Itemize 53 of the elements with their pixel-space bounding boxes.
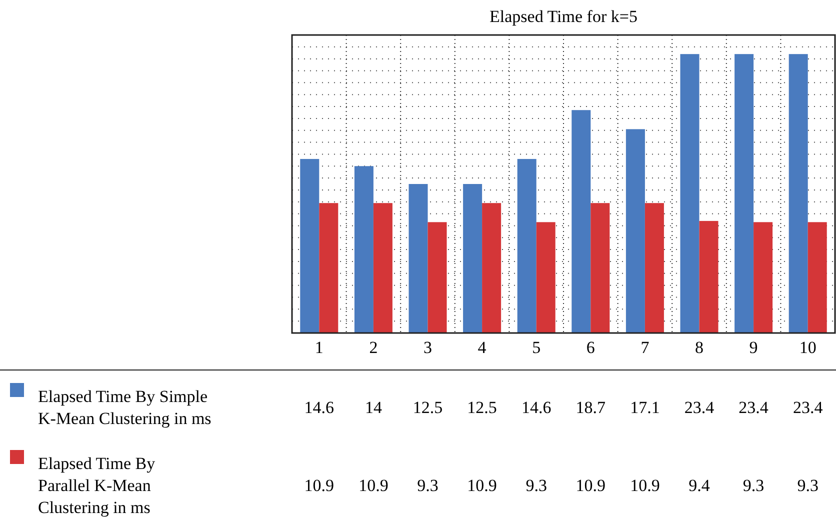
bar bbox=[808, 222, 827, 333]
x-tick-label: 3 bbox=[424, 338, 432, 357]
bar bbox=[319, 203, 338, 333]
chart-title: Elapsed Time for k=5 bbox=[490, 7, 638, 26]
x-tick-label: 10 bbox=[799, 338, 816, 357]
bar bbox=[373, 203, 392, 333]
bar bbox=[644, 203, 664, 333]
x-tick-label: 6 bbox=[586, 338, 595, 357]
bar bbox=[572, 110, 591, 333]
data-label: 23.4 bbox=[684, 398, 715, 417]
x-tick-label: 8 bbox=[695, 338, 704, 357]
bar bbox=[517, 158, 536, 333]
bar bbox=[734, 54, 754, 333]
bar bbox=[626, 129, 645, 333]
bar bbox=[300, 158, 320, 333]
data-label: 9.3 bbox=[526, 476, 547, 495]
x-tick-label: 5 bbox=[532, 338, 541, 357]
bar bbox=[354, 166, 374, 333]
data-label: 10.9 bbox=[576, 476, 606, 495]
data-label: 23.4 bbox=[738, 398, 769, 417]
bar bbox=[482, 203, 502, 333]
data-label: 18.7 bbox=[576, 398, 606, 417]
x-tick-label: 7 bbox=[640, 338, 650, 357]
x-tick-label: 4 bbox=[478, 338, 487, 357]
data-label: 17.1 bbox=[630, 398, 660, 417]
data-label: 9.4 bbox=[688, 476, 710, 495]
x-tick-label: 9 bbox=[749, 338, 758, 357]
bar bbox=[788, 54, 808, 333]
data-label: 12.5 bbox=[412, 398, 443, 417]
bar bbox=[680, 54, 700, 333]
bar bbox=[754, 222, 773, 333]
legend-label: Elapsed Time By Parallel K-Mean Clustering in ms bbox=[38, 454, 156, 517]
bar bbox=[408, 184, 428, 333]
bar bbox=[536, 222, 556, 333]
data-label: 14.6 bbox=[521, 398, 552, 417]
bar bbox=[463, 184, 482, 333]
data-label: 12.5 bbox=[467, 398, 497, 417]
x-tick-label: 1 bbox=[314, 338, 324, 357]
bar bbox=[590, 203, 610, 333]
data-label: 14.6 bbox=[304, 398, 334, 417]
bar bbox=[428, 222, 447, 333]
data-label: 10.9 bbox=[358, 476, 388, 495]
legend-label: Elapsed Time By Simple K-Mean Clustering in ms bbox=[38, 386, 212, 428]
data-label: 10.9 bbox=[467, 476, 497, 495]
data-label: 14 bbox=[364, 398, 382, 417]
data-label: 9.3 bbox=[417, 476, 438, 495]
data-label: 23.4 bbox=[792, 398, 824, 417]
data-label: 9.3 bbox=[742, 476, 764, 495]
data-label: 10.9 bbox=[304, 476, 334, 495]
data-label: 10.9 bbox=[630, 476, 660, 495]
bar bbox=[699, 220, 718, 333]
x-tick-label: 2 bbox=[369, 338, 378, 357]
data-label: 9.3 bbox=[797, 476, 818, 495]
